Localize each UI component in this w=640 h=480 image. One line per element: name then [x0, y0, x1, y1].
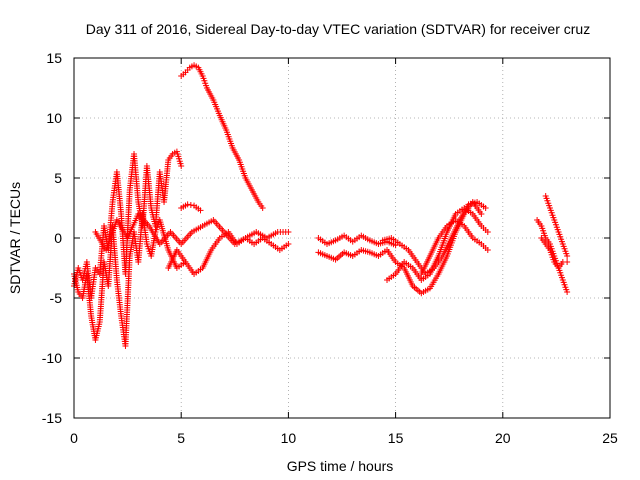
x-tick-label: 10 [281, 430, 297, 446]
x-tick-label: 5 [177, 430, 185, 446]
y-axis-label: SDTVAR / TECUs [7, 182, 23, 294]
data-point [184, 201, 191, 208]
x-tick-label: 25 [602, 430, 618, 446]
y-tick-label: 5 [54, 170, 62, 186]
x-axis-ticks: 0 5 10 15 20 25 [70, 58, 618, 446]
data-point [564, 289, 571, 295]
x-tick-label: 15 [388, 430, 404, 446]
data-point [178, 163, 185, 169]
data-point [484, 229, 491, 235]
x-tick-label: 20 [495, 430, 511, 446]
y-tick-label: 0 [54, 230, 62, 246]
y-tick-label: -10 [42, 350, 62, 366]
data-point [259, 205, 266, 211]
chart-title: Day 311 of 2016, Sidereal Day-to-day VTE… [86, 21, 590, 37]
data-point [564, 253, 571, 259]
data-point [564, 259, 571, 265]
data-point [478, 211, 485, 217]
y-tick-label: -15 [42, 410, 62, 426]
data-point [187, 202, 194, 208]
y-tick-label: 15 [46, 50, 62, 66]
y-tick-label: -5 [50, 290, 63, 306]
y-tick-label: 10 [46, 110, 62, 126]
y-axis-ticks: -15 -10 -5 0 5 10 15 [42, 50, 610, 426]
data-point [197, 207, 204, 214]
data-point [482, 205, 489, 211]
data-point [285, 241, 292, 247]
data-point [285, 229, 292, 235]
data-point [484, 247, 491, 253]
x-tick-label: 0 [70, 430, 78, 446]
data-points [71, 62, 571, 349]
x-axis-label: GPS time / hours [287, 458, 394, 474]
